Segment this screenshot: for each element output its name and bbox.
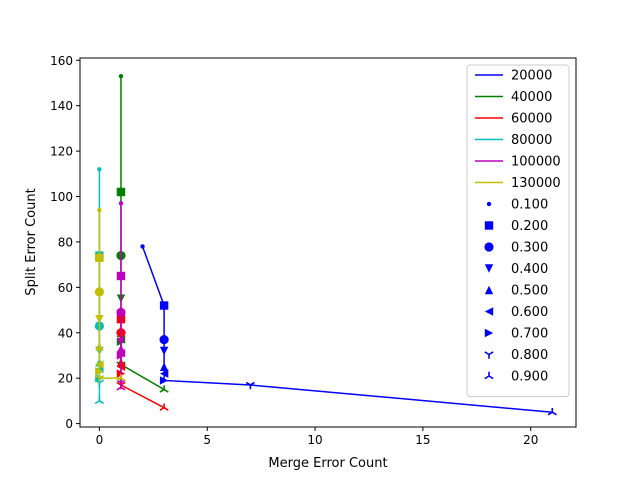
legend-label: 130000 [511,176,561,191]
data-point [159,346,169,356]
y-tick-label: 160 [50,54,73,68]
y-axis-label: Split Error Count [24,188,39,295]
data-point [159,403,169,411]
legend-label: 100000 [511,155,561,170]
data-point [95,342,104,351]
legend-label: 0.800 [511,348,548,363]
data-point [116,351,126,360]
legend-marker-swatch [484,371,494,380]
y-tick-label: 80 [58,235,73,249]
data-point [97,167,102,172]
legend-label: 0.700 [511,327,548,342]
data-point [95,314,104,324]
legend-label: 0.600 [511,305,548,320]
data-point [159,301,169,310]
x-tick-label: 5 [203,433,211,447]
data-point [118,201,124,206]
y-tick-label: 100 [50,190,73,204]
data-point [116,373,126,382]
data-point [116,383,126,391]
data-point [159,376,169,385]
data-point [94,287,105,297]
legend-label: 40000 [511,90,552,105]
y-tick-label: 40 [58,326,73,340]
legend-marker-swatch [484,242,494,252]
data-point [159,334,169,345]
data-point [159,385,169,393]
data-point [95,253,104,263]
y-tick-label: 120 [50,145,73,159]
data-point [116,337,126,347]
legend-marker-swatch [484,221,494,230]
plot-frame [79,57,577,428]
x-axis-label: Merge Error Count [268,456,387,471]
data-point [94,374,105,383]
y-axis-ticks: 0 20 40 60 80 100 120 140 160 [50,54,80,431]
legend-label: 0.300 [511,241,548,256]
legend-label: 60000 [511,112,552,127]
legend-label: 0.500 [511,284,548,299]
x-tick-label: 20 [523,433,538,447]
data-point [116,271,126,281]
data-point [95,360,104,369]
legend-marker-swatch [484,285,494,295]
data-point [159,362,169,372]
legend-marker-swatch [484,307,494,316]
x-tick-label: 0 [96,433,104,447]
data-point [140,244,145,249]
x-tick-label: 15 [415,433,430,447]
legend-marker-swatch [484,351,494,359]
legend-marker-swatch [484,264,494,273]
legend-label: 20000 [511,69,552,84]
x-axis-ticks: 0 5 10 15 20 [96,427,538,447]
series-layer [94,73,557,416]
data-point [97,207,102,213]
legend-label: 0.100 [511,198,548,213]
data-point [116,307,126,317]
data-point [118,73,124,79]
legend-marker-swatch [484,328,494,338]
y-tick-label: 140 [50,99,73,113]
x-tick-label: 10 [307,433,322,447]
legend-label: 0.200 [511,219,548,234]
legend: 20000 40000 60000 80000 100000 130000 0.100 0.2… [466,64,570,397]
data-point [94,396,105,405]
y-tick-label: 0 [65,417,73,431]
data-point [159,369,169,378]
data-point [95,367,104,376]
data-point [116,187,126,197]
legend-label: 0.900 [511,370,548,385]
data-point [245,381,255,390]
legend-label: 80000 [511,133,552,148]
y-tick-label: 60 [58,281,73,295]
data-point [547,408,557,416]
y-tick-label: 20 [58,372,73,386]
legend-marker-swatch [486,201,492,207]
legend-label: 0.400 [511,262,548,277]
